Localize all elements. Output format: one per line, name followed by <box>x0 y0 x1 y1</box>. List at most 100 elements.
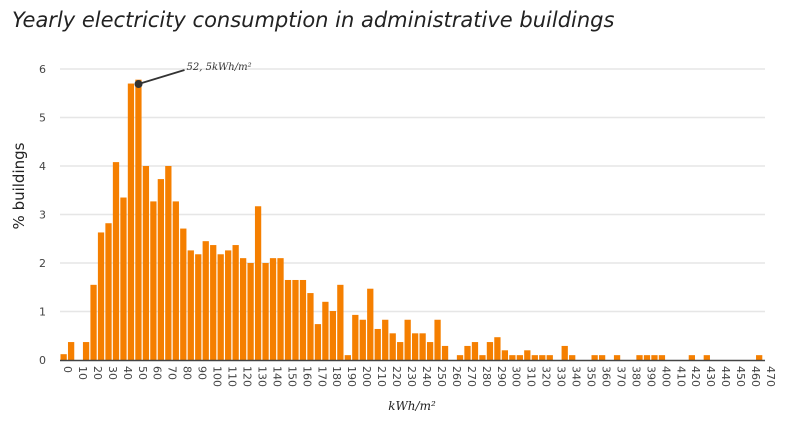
bar <box>195 254 202 360</box>
x-axis-ticks: 0 10 20 30 40 50 60 70 80 90 100 110 120 130 140 150 160… <box>61 366 777 387</box>
x-tick-label: 200 <box>360 366 373 387</box>
x-tick-label: 110 <box>226 366 239 387</box>
annotation-text: 52, 5kWh/m² <box>187 62 252 73</box>
bar <box>337 284 344 360</box>
x-tick-label: 150 <box>285 366 298 387</box>
bar <box>569 355 576 360</box>
x-tick-label: 250 <box>435 366 448 387</box>
bar <box>546 355 553 360</box>
bar <box>404 319 411 360</box>
bar <box>636 355 643 360</box>
bar <box>329 311 337 360</box>
bar <box>344 355 351 360</box>
x-tick-label: 190 <box>345 366 358 387</box>
bar <box>703 355 710 360</box>
annotation-arrow <box>138 69 185 85</box>
x-tick-label: 450 <box>734 366 747 387</box>
x-tick-label: 20 <box>91 366 104 380</box>
bar <box>105 223 112 360</box>
bar <box>120 197 127 360</box>
bar <box>419 333 426 360</box>
x-tick-label: 440 <box>719 366 732 387</box>
annotation-point <box>134 80 143 89</box>
bar <box>643 355 651 360</box>
x-tick-label: 80 <box>181 366 194 380</box>
x-axis-label: kWh/m² <box>388 399 436 413</box>
bar <box>172 201 179 360</box>
bar <box>598 355 606 360</box>
x-tick-label: 120 <box>240 366 253 387</box>
bar <box>524 350 531 360</box>
bar <box>688 355 695 360</box>
x-tick-label: 260 <box>450 366 463 387</box>
x-tick-label: 330 <box>555 366 568 387</box>
x-tick-label: 170 <box>315 366 328 387</box>
bar <box>464 345 471 360</box>
x-tick-label: 430 <box>704 366 717 387</box>
bar <box>157 179 165 360</box>
bar <box>471 342 479 360</box>
x-tick-label: 50 <box>136 366 149 380</box>
y-tick-label: 4 <box>39 160 46 173</box>
bar <box>127 83 135 361</box>
x-tick-label: 160 <box>300 366 313 387</box>
x-tick-label: 180 <box>330 366 343 387</box>
x-tick-label: 470 <box>764 366 777 387</box>
bar <box>150 201 157 360</box>
bar <box>412 333 419 360</box>
bar <box>60 354 67 360</box>
bar <box>277 258 284 360</box>
y-tick-label: 0 <box>39 354 46 367</box>
bar <box>509 355 516 360</box>
bar <box>112 162 120 360</box>
x-tick-label: 310 <box>525 366 538 387</box>
y-axis-label: % buildings <box>10 142 28 229</box>
y-tick-label: 2 <box>39 257 46 270</box>
bar <box>254 206 262 360</box>
bar <box>299 279 307 360</box>
x-tick-label: 390 <box>644 366 657 387</box>
bar <box>374 328 381 360</box>
x-tick-label: 360 <box>599 366 612 387</box>
x-tick-label: 230 <box>405 366 418 387</box>
bar <box>90 284 97 360</box>
bar <box>367 288 374 360</box>
annotation: 52, 5kWh/m² <box>134 62 252 89</box>
bar <box>284 279 292 360</box>
bar <box>756 355 763 360</box>
bar <box>501 350 509 360</box>
bar <box>269 258 277 360</box>
y-tick-label: 6 <box>39 63 46 76</box>
bar <box>441 345 449 360</box>
bar <box>239 258 247 360</box>
x-tick-label: 10 <box>76 366 89 380</box>
x-tick-label: 240 <box>420 366 433 387</box>
y-tick-label: 5 <box>39 112 46 125</box>
x-tick-label: 210 <box>375 366 388 387</box>
bar <box>651 355 658 360</box>
x-tick-label: 0 <box>61 366 74 373</box>
x-tick-label: 30 <box>106 366 119 380</box>
bar <box>486 342 494 360</box>
chart-title: Yearly electricity consumption in admini… <box>12 8 614 32</box>
bar <box>561 345 568 360</box>
bar <box>613 355 621 360</box>
bar <box>187 250 194 360</box>
bar <box>382 319 389 360</box>
x-tick-label: 100 <box>211 366 224 387</box>
bar <box>434 319 441 360</box>
bar <box>591 355 598 360</box>
x-tick-label: 60 <box>151 366 164 380</box>
bar <box>135 79 142 361</box>
bar <box>97 232 105 360</box>
x-tick-label: 40 <box>121 366 134 380</box>
x-tick-label: 320 <box>540 366 553 387</box>
bar <box>142 166 150 360</box>
bar <box>165 166 172 360</box>
bar <box>456 355 464 360</box>
x-tick-label: 70 <box>166 366 179 380</box>
bar <box>307 293 314 360</box>
x-tick-label: 290 <box>495 366 508 387</box>
bar <box>232 245 239 360</box>
